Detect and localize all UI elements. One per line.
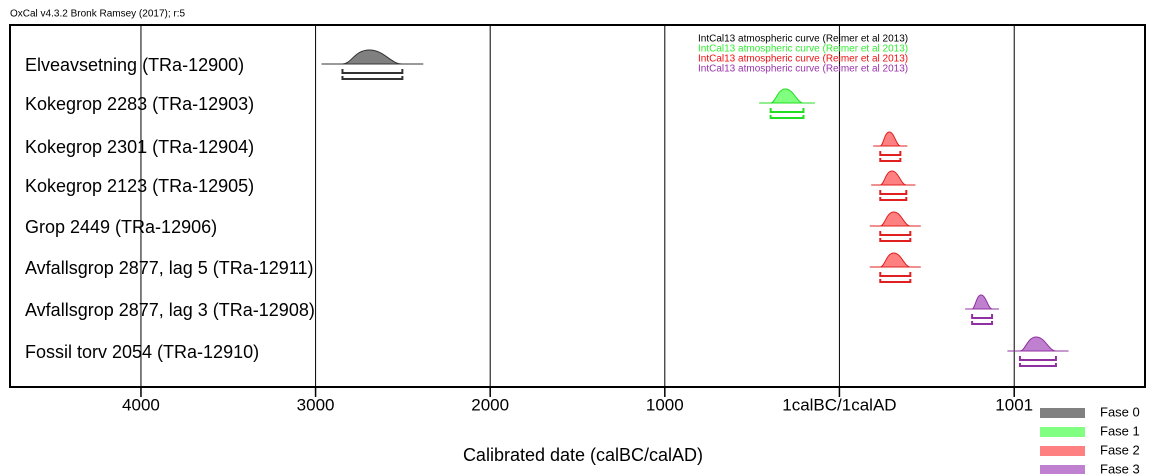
legend-swatch — [1040, 408, 1085, 418]
range-bracket — [879, 190, 908, 201]
range-bracket — [879, 272, 912, 283]
sample-label: Elveavsetning (TRa-12900) — [25, 55, 244, 75]
distribution — [880, 170, 907, 186]
legend-label: Fase 0 — [1100, 404, 1140, 419]
legend-label: Fase 2 — [1100, 442, 1140, 457]
legend-label: Fase 3 — [1100, 461, 1140, 474]
sample-label: Grop 2449 (TRa-12906) — [25, 217, 217, 237]
range-bracket — [1018, 356, 1057, 367]
sample-label: Avfallsgrop 2877, lag 3 (TRa-12908) — [25, 300, 315, 320]
sample-label: Kokegrop 2301 (TRa-12904) — [25, 137, 254, 157]
sample-label: Avfallsgrop 2877, lag 5 (TRa-12911) — [25, 258, 314, 278]
distribution — [770, 88, 804, 104]
x-tick-label: 2000 — [471, 395, 509, 414]
range-bracket — [971, 314, 994, 325]
distribution — [971, 294, 993, 310]
sample-label: Kokegrop 2283 (TRa-12903) — [25, 94, 254, 114]
distribution — [342, 49, 403, 65]
distribution — [880, 211, 911, 227]
range-bracket — [341, 69, 404, 80]
x-tick-label: 1000 — [646, 395, 684, 414]
plot-frame — [9, 24, 1146, 388]
annotation: IntCal13 atmospheric curve (Reimer et al… — [698, 44, 908, 55]
legend-swatch — [1040, 465, 1085, 474]
annotation: IntCal13 atmospheric curve (Reimer et al… — [698, 64, 908, 75]
x-tick-label: 1calBC/1calAD — [782, 395, 896, 414]
annotation: IntCal13 atmospheric curve (Reimer et al… — [698, 54, 908, 65]
annotation: IntCal13 atmospheric curve (Reimer et al… — [698, 34, 908, 45]
distribution — [1019, 336, 1057, 352]
legend-swatch — [1040, 427, 1085, 437]
x-tick-label: 3000 — [297, 395, 335, 414]
sample-label: Fossil torv 2054 (TRa-12910) — [25, 342, 259, 362]
sample-label: Kokegrop 2123 (TRa-12905) — [25, 176, 254, 196]
x-tick-label: 1001 — [995, 395, 1033, 414]
range-bracket — [769, 108, 805, 119]
distribution — [880, 131, 901, 147]
x-axis-label: Calibrated date (calBC/calAD) — [463, 445, 703, 465]
chart-title: OxCal v4.3.2 Bronk Ramsey (2017); r:5 — [10, 9, 186, 20]
legend-swatch — [1040, 446, 1085, 456]
legend-label: Fase 1 — [1100, 423, 1140, 438]
distribution — [880, 252, 911, 268]
range-bracket — [879, 231, 912, 242]
range-bracket — [879, 151, 902, 162]
x-tick-label: 4000 — [122, 395, 160, 414]
